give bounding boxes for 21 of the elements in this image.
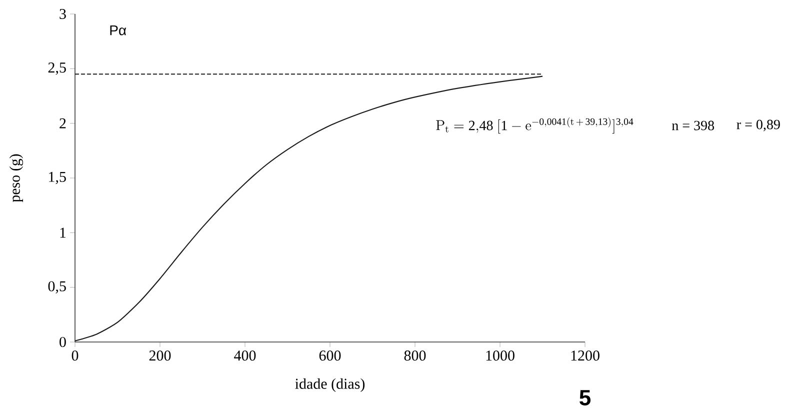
y-tick-label: 1,5 [49,172,66,184]
y-tick-label: 2 [60,118,66,128]
x-tick-label: 0 [72,350,78,361]
y-tick-label: 0 [60,336,66,348]
y-axis-title: peso (g) [9,154,24,202]
annotation: Pα [110,26,126,36]
text: 5 [580,390,591,406]
x-tick-label: 1000 [486,350,514,361]
text: r = 0,89 [736,120,780,132]
x-tick-label: 200 [149,350,171,361]
y-tick-label: 3 [60,8,66,20]
x-tick-label: 1200 [571,350,600,361]
x-tick-label: 400 [234,350,256,361]
y-tick-label: 1 [60,228,66,238]
x-tick-label: 800 [404,350,426,361]
x-tick-label: 600 [319,350,341,361]
x-axis-title: idade (dias) [295,378,365,392]
annotation: $\mathrm{P_t} = 2{,}48\ [1 - \mathrm{e}^{-0{,}0041(\mathrm{t}\,+\,39{,}13)}]^{3{,}04}$ [436,117,634,134]
y-tick-label: 0,5 [48,281,66,294]
text: n = 398 [672,120,714,130]
y-tick-label: 2,5 [48,62,66,75]
